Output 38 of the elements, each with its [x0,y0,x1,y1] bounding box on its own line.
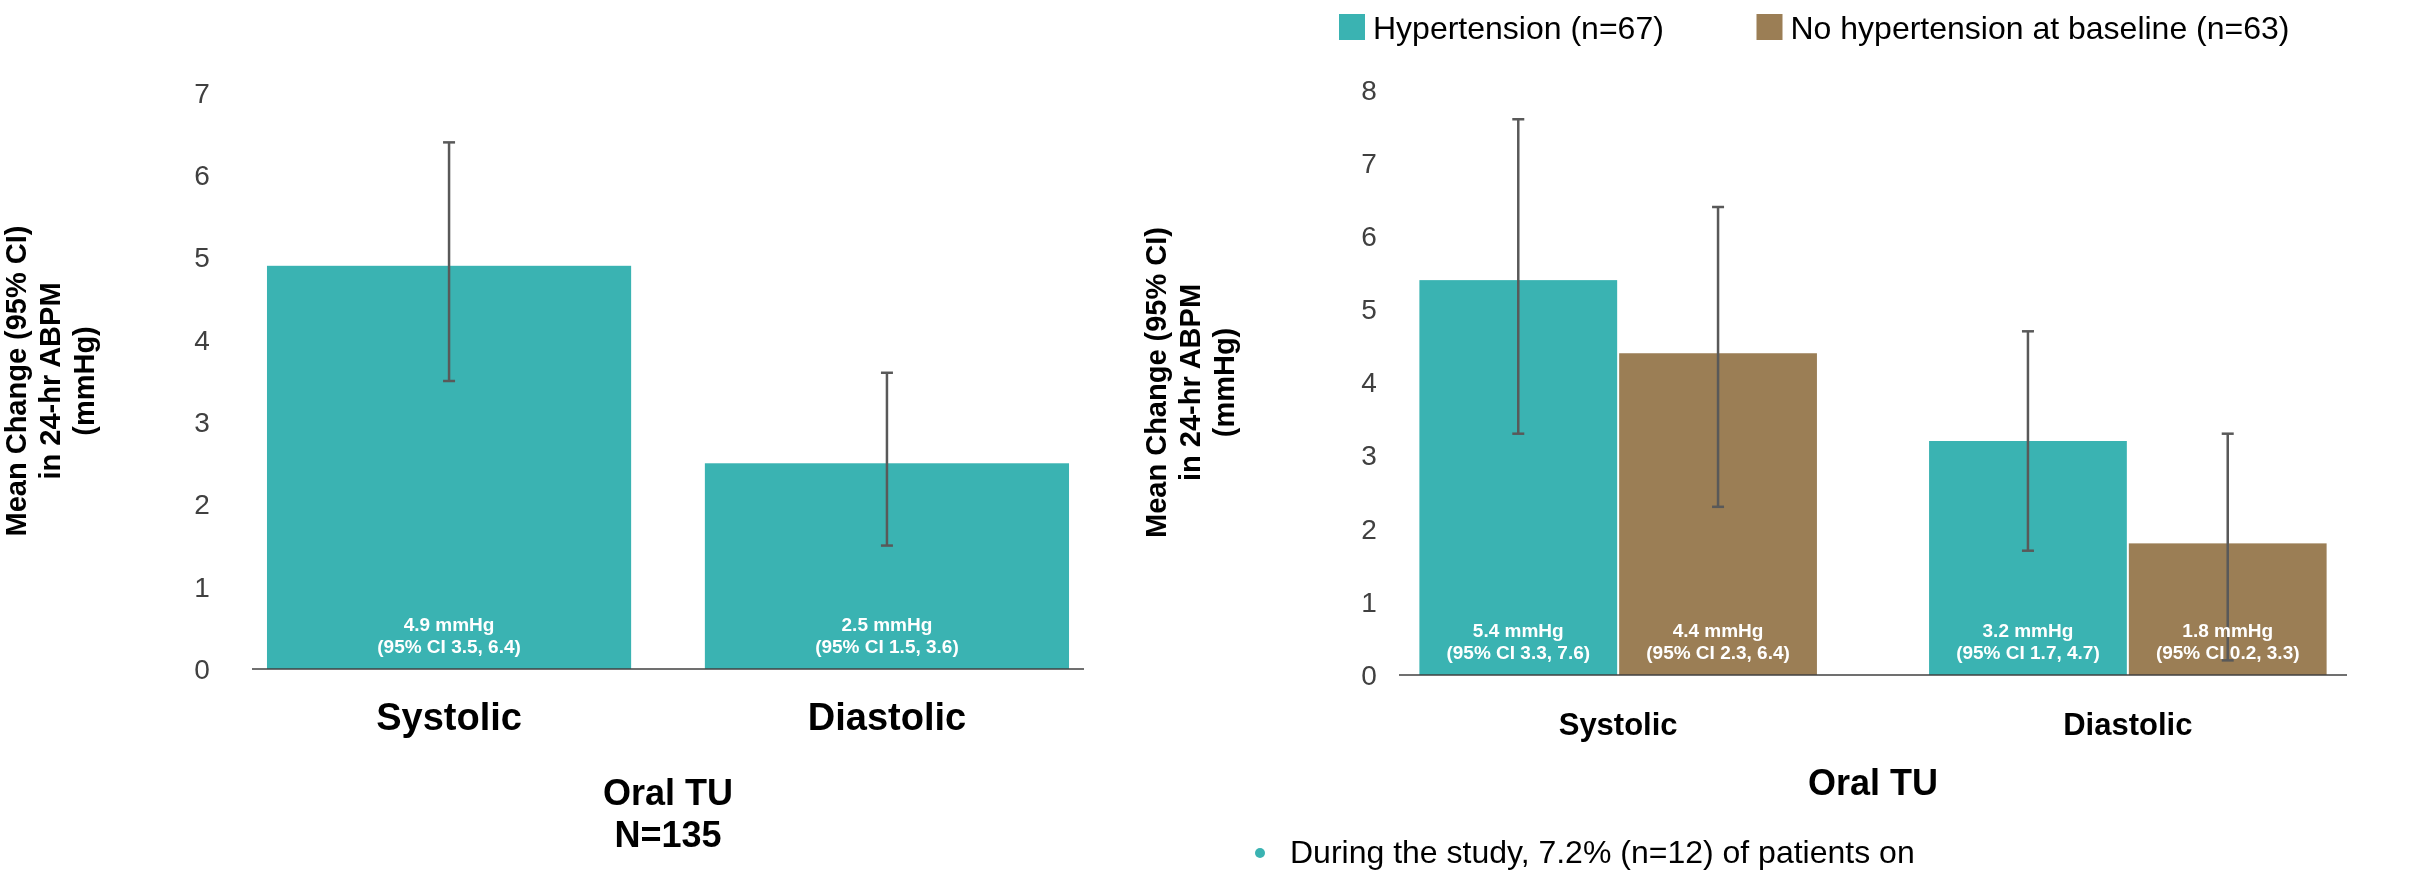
x-tick-label: Diastolic [807,696,967,738]
data-label: 2.5 mmHg (95% CI 1.5, 3.6) [815,614,959,657]
data-label: 4.4 mmHg (95% CI 2.3, 6.4) [1646,620,1790,663]
bar [1419,280,1618,675]
data-label: 5.4 mmHg (95% CI 3.3, 7.6) [1446,620,1591,663]
y-tick-label: 4 [1361,367,1377,399]
y-tick-label: 2 [1361,513,1377,545]
x-tick-label: Systolic [1558,707,1678,742]
y-tick-label: 4 [194,324,210,356]
text: During the study, 7.2% (n=12) of patients on [1290,834,1915,870]
y-tick-label: 3 [1361,440,1377,472]
data-label: 1.8 mmHg (95% CI 0.2, 3.3) [2155,620,2300,663]
legend-label: Hypertension (n=67) [1373,10,1664,47]
y-axis-title: Mean Change (95% CI) in 24-hr ABPM (mmHg) [0,225,100,537]
y-tick-label: 0 [194,653,210,685]
y-tick-label: 3 [194,406,210,438]
bar [1619,353,1817,675]
x-tick-label: Diastolic [2063,707,2193,742]
data-label: 3.2 mmHg (95% CI 1.7, 4.7) [1956,620,2100,663]
bar [2128,543,2327,675]
y-tick-label: 7 [194,77,210,109]
data-label: 4.9 mmHg (95% CI 3.5, 6.4) [377,614,521,657]
y-axis-title: Mean Change (95% CI) in 24-hr ABPM (mmHg) [1140,227,1240,538]
y-tick-label: 7 [1361,147,1377,179]
y-tick-label: 6 [1361,221,1377,253]
y-tick-label: 0 [1361,659,1377,691]
y-tick-label: 6 [194,160,210,192]
legend-label: No hypertension at baseline (n=63) [1790,10,2290,47]
y-tick-label: 1 [194,571,210,603]
y-tick-label: 8 [1361,74,1377,106]
y-tick-label: 1 [1361,586,1377,618]
x-tick-label: Systolic [376,696,522,738]
y-tick-label: 2 [194,489,210,521]
y-tick-label: 5 [1361,294,1377,326]
x-axis-title: Oral TU N=135 [602,772,734,855]
y-tick-label: 5 [194,242,210,274]
x-axis-title: Oral TU [1807,762,1939,803]
bar [1929,441,2127,675]
